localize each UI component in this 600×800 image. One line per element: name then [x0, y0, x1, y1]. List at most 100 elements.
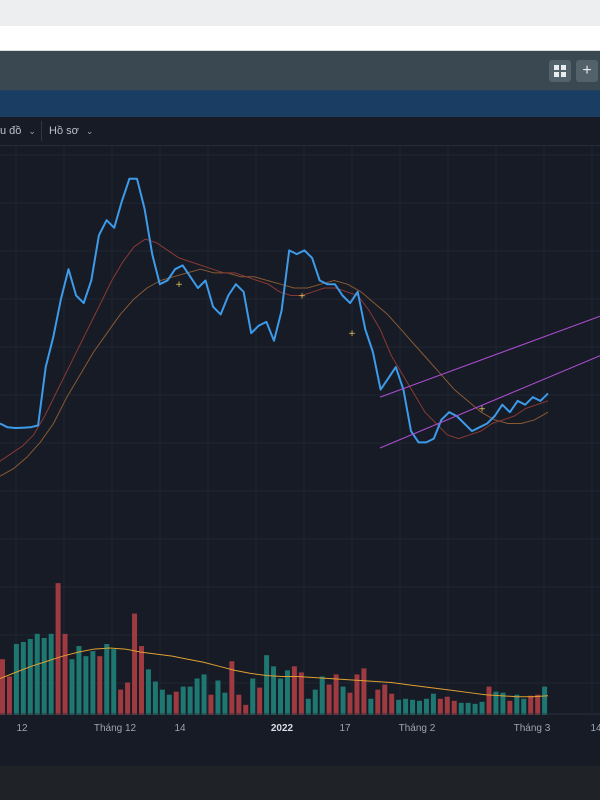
x-tick-label: 17: [339, 723, 351, 734]
signal-marker: +: [298, 292, 306, 302]
chart-menu-button[interactable]: u đồ ⌄: [0, 117, 36, 145]
chart-grid: [0, 145, 600, 714]
channel-lower-line: [379, 355, 600, 449]
volume-bar: [284, 670, 290, 715]
volume-bar: [410, 699, 416, 715]
volume-bar: [145, 669, 151, 715]
volume-bar: [493, 691, 499, 715]
volume-bar: [166, 694, 172, 715]
profile-menu-label: Hồ sơ: [49, 125, 79, 137]
volume-bar: [250, 678, 256, 715]
volume-bar: [132, 613, 138, 715]
volume-bar: [264, 655, 270, 715]
x-tick-label: Tháng 2: [399, 723, 436, 734]
signal-markers: + + + +: [175, 280, 486, 414]
add-tab-button[interactable]: +: [576, 60, 598, 82]
volume-bar: [382, 684, 388, 715]
volume-bar: [354, 674, 360, 715]
x-tick-label: 14: [174, 723, 186, 734]
ma-short-line: [0, 238, 549, 462]
volume-bar: [6, 676, 12, 715]
volume-bar: [118, 689, 124, 715]
volume-bar: [34, 633, 40, 715]
chevron-down-icon: ⌄: [28, 125, 36, 136]
toolbar-divider: [41, 121, 42, 141]
volume-bar: [201, 674, 207, 715]
volume-bar: [389, 693, 395, 715]
volume-bar: [125, 682, 131, 715]
volume-bar: [340, 686, 346, 715]
chevron-down-icon: ⌄: [85, 125, 94, 136]
volume-bar: [271, 666, 277, 715]
volume-bar: [257, 687, 263, 715]
x-tick-label: 12: [16, 723, 28, 734]
volume-bar: [222, 692, 228, 715]
volume-bar: [479, 701, 485, 715]
volume-bar: [139, 646, 144, 715]
volume-bar: [451, 700, 457, 715]
volume-bar: [278, 678, 283, 715]
volume-bar: [0, 659, 5, 715]
volume-bar: [152, 681, 158, 715]
volume-bar: [528, 695, 534, 715]
browser-address-area: [0, 26, 600, 51]
volume-bar: [375, 689, 381, 715]
volume-bar: [291, 666, 297, 715]
volume-bars: [0, 583, 549, 715]
volume-bar: [500, 692, 506, 715]
volume-bar: [535, 694, 541, 715]
volume-bar: [333, 674, 339, 715]
browser-top-strip: [0, 0, 600, 26]
signal-marker: +: [478, 404, 486, 414]
x-tick-label: 2022: [271, 723, 294, 734]
volume-bar: [312, 689, 318, 715]
volume-bar: [319, 676, 325, 715]
grid-icon: [554, 65, 566, 77]
volume-bar: [173, 691, 179, 715]
volume-bar: [83, 656, 89, 715]
volume-bar: [90, 651, 96, 715]
volume-bar: [298, 672, 304, 715]
volume-bar: [180, 686, 186, 715]
volume-bar: [13, 644, 19, 715]
x-tick-label: 14: [590, 723, 600, 734]
x-axis-ticks: 12 Tháng 12 14 2022 17 Tháng 2 Tháng 3 14: [16, 723, 600, 734]
volume-bar: [396, 699, 402, 715]
volume-bar: [305, 698, 311, 715]
volume-bar: [458, 702, 464, 715]
volume-bar: [326, 684, 332, 715]
volume-bar: [215, 680, 221, 715]
volume-bar: [423, 698, 429, 715]
volume-bar: [368, 698, 374, 715]
volume-bar: [514, 694, 520, 715]
volume-bar: [430, 693, 436, 715]
volume-bar: [444, 696, 450, 715]
volume-bar: [361, 668, 367, 715]
volume-bar: [437, 698, 443, 715]
volume-bar: [521, 698, 527, 715]
channel-upper-line: [379, 315, 600, 398]
volume-bar: [472, 703, 478, 715]
header-bar: [0, 90, 600, 117]
profile-menu-button[interactable]: Hồ sơ ⌄: [49, 117, 93, 145]
volume-bar: [48, 633, 54, 715]
volume-bar: [20, 641, 26, 715]
app-tabbar: [0, 51, 600, 90]
trend-channel: [379, 315, 600, 449]
volume-bar: [465, 702, 471, 715]
chart-lines: [0, 177, 549, 477]
volume-bar: [229, 661, 235, 715]
x-tick-label: Tháng 12: [94, 723, 137, 734]
plus-icon: +: [582, 62, 592, 79]
volume-bar: [347, 692, 353, 715]
volume-bar: [194, 678, 200, 715]
layout-grid-button[interactable]: [549, 60, 571, 82]
volume-ma-line: [0, 647, 549, 698]
volume-bar: [76, 646, 82, 715]
volume-bar: [403, 698, 409, 715]
volume-bar: [417, 700, 422, 715]
volume-bar: [111, 649, 117, 715]
volume-bar: [69, 659, 75, 715]
volume-bar: [97, 656, 103, 715]
price-chart[interactable]: + + + + 12 Tháng 12 14 2022 17 Tháng 2 Tháng 3 14: [0, 145, 600, 745]
